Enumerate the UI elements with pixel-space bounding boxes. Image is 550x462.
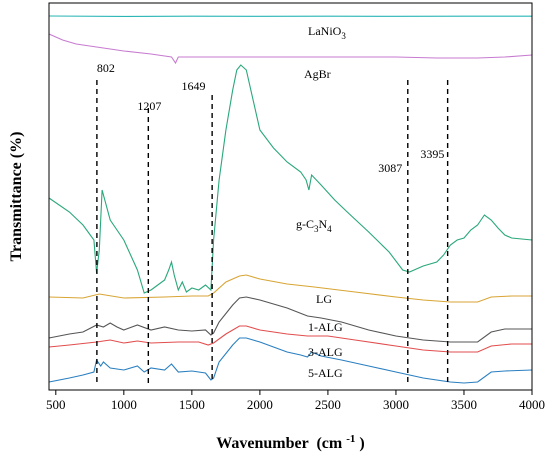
x-tick-label-2000: 2000 — [247, 397, 273, 412]
x-axis-title-unit: (cm — [316, 435, 342, 452]
x-tick-label-2500: 2500 — [315, 397, 341, 412]
series-line-4 — [48, 274, 532, 303]
annotation-label-802: 802 — [97, 61, 115, 75]
x-axis-title: Wavenumber (cm -1 ) — [216, 429, 364, 452]
x-axis-title-unit-close: ) — [359, 435, 364, 452]
series-label-3: g-C3N4 — [296, 217, 332, 234]
x-axis-title-unit-exponent: -1 — [346, 433, 355, 445]
x-tick-label-3500: 3500 — [451, 397, 477, 412]
x-tick-label-3000: 3000 — [383, 397, 409, 412]
annotation-label-1207: 1207 — [137, 99, 161, 113]
series-line-6 — [48, 325, 532, 353]
series-line-5 — [48, 296, 532, 343]
x-tick-label-1000: 1000 — [111, 397, 137, 412]
series-label-4: LG — [316, 292, 332, 306]
y-axis-title: Transmittance (%) — [8, 132, 25, 262]
series-label-layer: LaNiO3 AgBr g-C3N4 LG 1-ALG 3-ALG 5-ALG — [296, 24, 346, 380]
x-tick-label-1500: 1500 — [179, 397, 205, 412]
x-tick-label-4000: 4000 — [519, 397, 545, 412]
plot-frame — [48, 2, 533, 391]
x-axis-title-main: Wavenumber — [216, 435, 308, 452]
series-line-3 — [48, 64, 533, 294]
series-line-7 — [48, 337, 533, 384]
x-tick-layer: 500 1000 1500 2000 2500 3000 3500 4000 — [46, 390, 545, 412]
annotation-label-1649: 1649 — [181, 79, 205, 93]
series-layer — [48, 15, 533, 384]
series-label-1: LaNiO3 — [308, 24, 346, 41]
series-line-2 — [48, 33, 533, 65]
x-tick-label-500: 500 — [46, 397, 66, 412]
annotation-layer: 802 1207 1649 3087 3395 — [96, 61, 449, 383]
series-label-5: 1-ALG — [308, 320, 343, 334]
series-label-6: 3-ALG — [308, 345, 343, 359]
annotation-label-3395: 3395 — [420, 147, 444, 161]
annotation-label-3087: 3087 — [378, 161, 402, 175]
series-label-2: AgBr — [304, 67, 331, 81]
series-label-7: 5-ALG — [308, 366, 343, 380]
